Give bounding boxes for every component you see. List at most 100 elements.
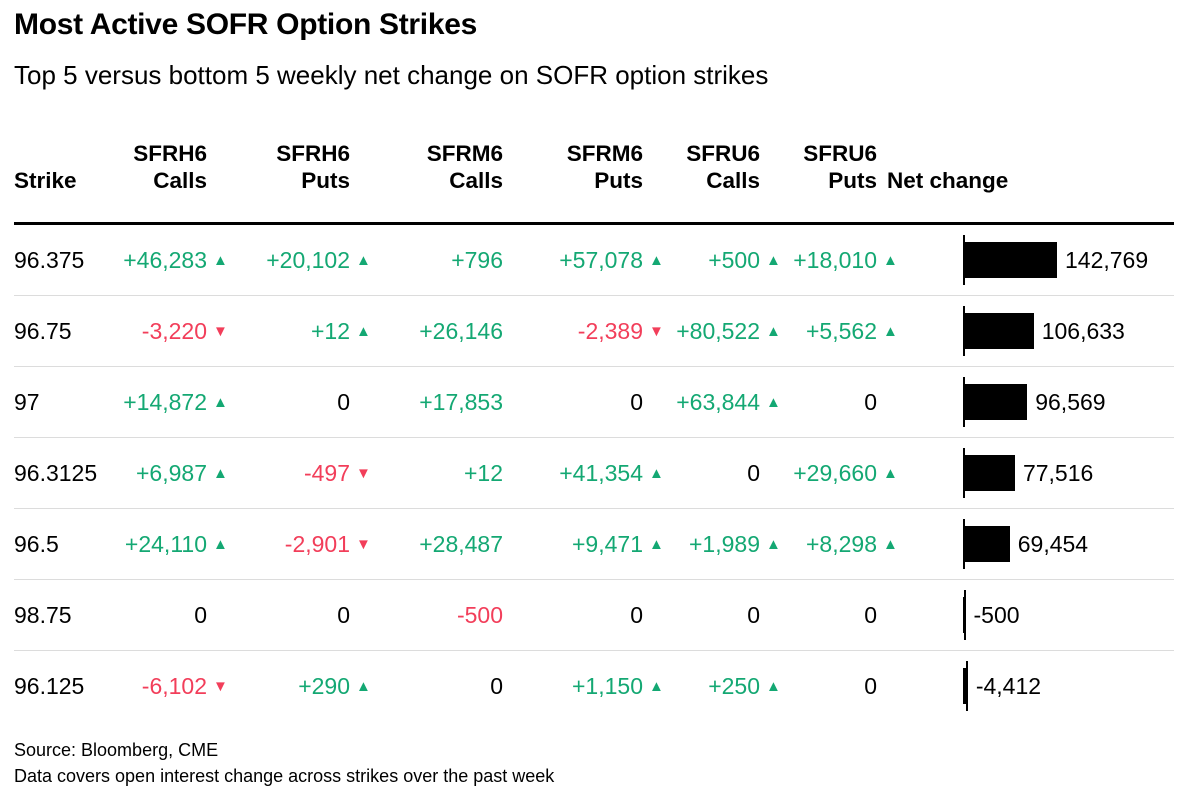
net-change-number: +796 <box>451 246 503 273</box>
value-cell-sfru6-calls: +500 ▲ <box>669 247 786 274</box>
value-cell-sfru6-puts: +8,298 ▲ <box>786 531 903 558</box>
up-arrow-icon: ▲ <box>649 251 664 269</box>
net-change-number: 0 <box>864 672 877 699</box>
column-header-sfru6-calls: SFRU6 Calls <box>686 141 760 193</box>
strike-value: 96.75 <box>14 317 72 344</box>
net-change-bar-area <box>963 448 1015 498</box>
up-arrow-icon: ▲ <box>356 322 371 340</box>
net-change-bar-area <box>963 377 1028 427</box>
net-change-number: -500 <box>456 601 503 628</box>
value-cell-sfrh6-puts: 0 <box>233 389 376 416</box>
column-header-net-change: Net change <box>887 168 1009 193</box>
strike-cell: 96.375 <box>14 247 114 274</box>
net-change-bar <box>965 242 1057 278</box>
net-change-number: 0 <box>630 601 643 628</box>
bar-axis-line <box>963 519 965 569</box>
page-subtitle: Top 5 versus bottom 5 weekly net change … <box>14 60 769 90</box>
table-row: 98.75 0 0 -500 0 0 0 -500 <box>14 579 1174 650</box>
value-cell-sfrh6-puts: +20,102 ▲ <box>233 247 376 274</box>
column-header-sfru6-puts: SFRU6 Puts <box>803 141 877 193</box>
strike-cell: 98.75 <box>14 602 114 629</box>
strike-cell: 97 <box>14 389 114 416</box>
net-change-number: +63,844 <box>676 388 760 415</box>
net-change-bar-area <box>963 519 1010 569</box>
up-arrow-icon: ▲ <box>213 464 228 482</box>
value-cell-sfru6-calls: +63,844 ▲ <box>669 389 786 416</box>
column-header-strike: Strike <box>14 168 77 193</box>
table-row: 96.5 +24,110 ▲ -2,901 ▼ +28,487 +9,471 ▲ +1,989 ▲… <box>14 508 1174 579</box>
net-change-value: 142,769 <box>1065 246 1149 273</box>
page-title: Most Active SOFR Option Strikes <box>14 8 477 41</box>
value-cell-sfru6-calls: +80,522 ▲ <box>669 318 786 345</box>
value-cell-sfrh6-puts: 0 <box>233 602 376 629</box>
net-change-number: 0 <box>337 601 350 628</box>
net-change-bar <box>965 313 1034 349</box>
value-cell-sfrh6-calls: +24,110 ▲ <box>114 531 233 558</box>
net-change-number: 0 <box>490 672 503 699</box>
table-row: 96.75 -3,220 ▼ +12 ▲ +26,146 -2,389 ▼ +80,522 ▲ +5… <box>14 295 1174 366</box>
net-change-number: 0 <box>864 601 877 628</box>
strike-cell: 96.75 <box>14 318 114 345</box>
net-change-number: -2,901 <box>284 530 350 557</box>
net-change-bar-area <box>963 235 1057 285</box>
value-cell-sfrh6-puts: -497 ▼ <box>233 460 376 487</box>
value-cell-sfrm6-calls: 0 <box>376 673 529 700</box>
column-header-sfrm6-calls: SFRM6 Calls <box>426 141 503 193</box>
net-change-number: +26,146 <box>419 317 503 344</box>
data-note: Data covers open interest change across … <box>14 766 555 786</box>
net-change-cell: 69,454 <box>903 519 1174 569</box>
up-arrow-icon: ▲ <box>356 677 371 695</box>
value-cell-sfrh6-calls: -6,102 ▼ <box>114 673 233 700</box>
up-arrow-icon: ▲ <box>649 464 664 482</box>
up-arrow-icon: ▲ <box>213 393 228 411</box>
net-change-number: +17,853 <box>419 388 503 415</box>
net-change-bar-area <box>963 590 966 640</box>
net-change-bar <box>963 597 964 633</box>
value-cell-sfrm6-calls: +28,487 <box>376 531 529 558</box>
value-cell-sfrm6-puts: +57,078 ▲ <box>529 247 669 274</box>
value-cell-sfrh6-calls: +46,283 ▲ <box>114 247 233 274</box>
value-cell-sfru6-calls: 0 <box>669 602 786 629</box>
down-arrow-icon: ▼ <box>213 322 228 340</box>
down-arrow-icon: ▼ <box>356 535 371 553</box>
value-cell-sfru6-puts: +18,010 ▲ <box>786 247 903 274</box>
table-body: 96.375 +46,283 ▲ +20,102 ▲ +796 +57,078 ▲ +500 ▲ +… <box>14 225 1174 721</box>
value-cell-sfrh6-calls: +14,872 ▲ <box>114 389 233 416</box>
table-header-row: Strike SFRH6 Calls SFRH6 Puts SFRM6 Calls SFRM6… <box>14 140 1174 225</box>
net-change-number: +1,150 <box>572 672 643 699</box>
footer: Source: Bloomberg, CME Data covers open … <box>14 737 1174 789</box>
value-cell-sfrh6-calls: -3,220 ▼ <box>114 318 233 345</box>
net-change-bar <box>965 384 1028 420</box>
bar-axis-line <box>963 377 965 427</box>
table-row: 96.125 -6,102 ▼ +290 ▲ 0 +1,150 ▲ +250 ▲ 0 -4,412 <box>14 650 1174 721</box>
net-change-bar <box>965 455 1015 491</box>
up-arrow-icon: ▲ <box>356 251 371 269</box>
value-cell-sfru6-puts: +29,660 ▲ <box>786 460 903 487</box>
down-arrow-icon: ▼ <box>356 464 371 482</box>
strike-value: 96.375 <box>14 246 85 273</box>
net-change-number: +28,487 <box>419 530 503 557</box>
net-change-number: -3,220 <box>141 317 207 344</box>
down-arrow-icon: ▼ <box>213 677 228 695</box>
net-change-value: 96,569 <box>1035 388 1106 415</box>
down-arrow-icon: ▼ <box>649 322 664 340</box>
column-header-sfrm6-puts: SFRM6 Puts <box>566 141 643 193</box>
net-change-number: +57,078 <box>559 246 643 273</box>
net-change-number: -6,102 <box>141 672 207 699</box>
up-arrow-icon: ▲ <box>883 251 898 269</box>
net-change-number: 0 <box>630 388 643 415</box>
strike-value: 96.3125 <box>14 459 98 486</box>
net-change-number: 0 <box>337 388 350 415</box>
net-change-number: -2,389 <box>577 317 643 344</box>
net-change-number: +250 <box>708 672 760 699</box>
strike-cell: 96.5 <box>14 531 114 558</box>
net-change-bar-area <box>963 306 1034 356</box>
net-change-number: +12 <box>463 459 503 486</box>
net-change-number: +5,562 <box>806 317 877 344</box>
strike-value: 96.125 <box>14 672 85 699</box>
net-change-number: +20,102 <box>266 246 350 273</box>
value-cell-sfru6-puts: 0 <box>786 389 903 416</box>
net-change-value: -4,412 <box>975 672 1042 699</box>
value-cell-sfrm6-calls: -500 <box>376 602 529 629</box>
